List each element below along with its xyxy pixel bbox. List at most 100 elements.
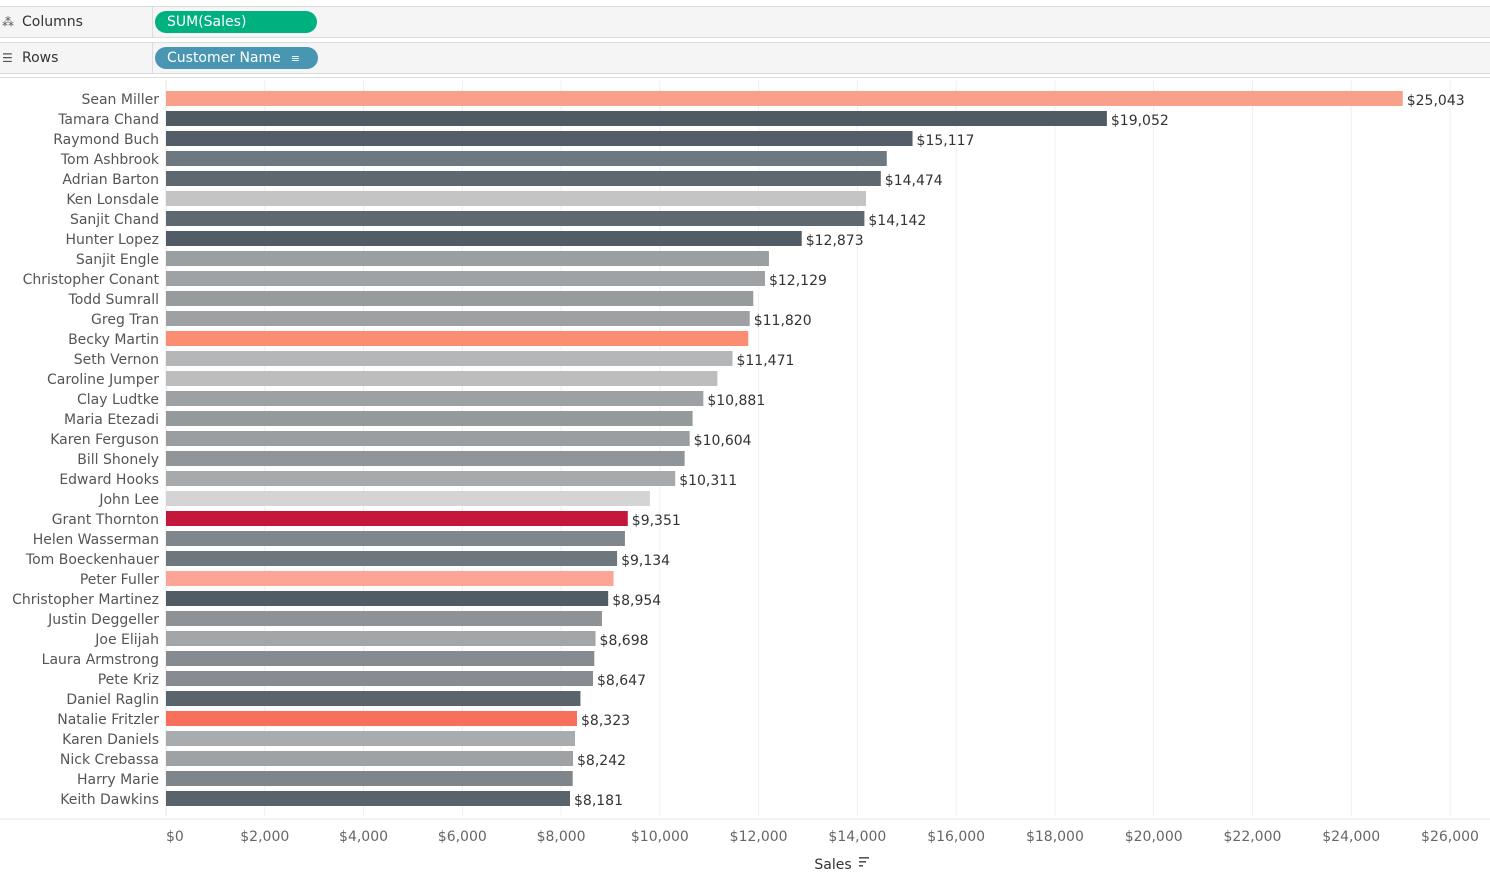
category-label[interactable]: Raymond Buch xyxy=(53,132,159,148)
category-label[interactable]: Daniel Raglin xyxy=(66,692,159,708)
value-label: $12,873 xyxy=(806,233,864,249)
value-label: $9,134 xyxy=(621,553,670,569)
category-label[interactable]: Christopher Martinez xyxy=(12,592,159,608)
value-labels: $25,043 $19,052 $15,117 $14,474 $14,142$12,8… xyxy=(574,93,1465,809)
bar[interactable] xyxy=(166,311,750,326)
category-label[interactable]: Tom Boeckenhauer xyxy=(25,552,159,568)
category-label[interactable]: Pete Kriz xyxy=(98,672,159,688)
x-tick-label: $8,000 xyxy=(537,829,586,845)
bar[interactable] xyxy=(166,451,685,466)
value-label: $10,311 xyxy=(679,473,737,489)
category-label[interactable]: Tom Ashbrook xyxy=(60,152,160,168)
bar[interactable] xyxy=(166,651,595,666)
category-label[interactable]: Becky Martin xyxy=(68,332,159,348)
bar[interactable] xyxy=(166,291,754,306)
bar[interactable] xyxy=(166,491,650,506)
value-label: $14,474 xyxy=(885,173,943,189)
bar[interactable] xyxy=(166,91,1403,106)
bar-chart: Sean Miller Tamara Chand Raymond Buch Tom A… xyxy=(0,80,1490,873)
sort-descending-icon[interactable]: ≡ xyxy=(290,51,300,65)
value-label: $8,181 xyxy=(574,793,623,809)
category-label[interactable]: John Lee xyxy=(98,492,159,508)
category-label[interactable]: Todd Sumrall xyxy=(68,292,159,308)
bar[interactable] xyxy=(166,191,867,206)
bar[interactable] xyxy=(166,691,581,706)
bar[interactable] xyxy=(166,551,618,566)
category-label[interactable]: Helen Wasserman xyxy=(33,532,159,548)
bar[interactable] xyxy=(166,591,609,606)
category-label[interactable]: Adrian Barton xyxy=(62,172,159,188)
bar[interactable] xyxy=(166,771,573,786)
rows-shelf[interactable]: ☰ Rows Customer Name ≡ xyxy=(0,42,1490,74)
category-label[interactable]: Bill Shonely xyxy=(77,452,159,468)
bar[interactable] xyxy=(166,251,769,266)
value-label: $8,323 xyxy=(581,713,630,729)
category-label[interactable]: Greg Tran xyxy=(91,312,159,328)
category-label[interactable]: Seth Vernon xyxy=(74,352,159,368)
bar[interactable] xyxy=(166,391,704,406)
category-label[interactable]: Sean Miller xyxy=(81,92,159,108)
axis-sort-icon[interactable] xyxy=(859,857,869,867)
category-label[interactable]: Hunter Lopez xyxy=(65,232,159,248)
category-label[interactable]: Caroline Jumper xyxy=(47,372,159,388)
bar[interactable] xyxy=(166,731,576,746)
bar[interactable] xyxy=(166,371,718,386)
category-label[interactable]: Sanjit Engle xyxy=(76,252,159,268)
bar[interactable] xyxy=(166,611,602,626)
bar[interactable] xyxy=(166,751,574,766)
category-label[interactable]: Christopher Conant xyxy=(23,272,160,288)
value-label: $11,471 xyxy=(736,353,794,369)
category-label[interactable]: Harry Marie xyxy=(77,772,159,788)
category-label[interactable]: Nick Crebassa xyxy=(60,752,159,768)
x-tick-label: $2,000 xyxy=(240,829,289,845)
category-label[interactable]: Justin Deggeller xyxy=(47,612,159,628)
bar[interactable] xyxy=(166,351,733,366)
value-label: $8,954 xyxy=(612,593,661,609)
category-label[interactable]: Peter Fuller xyxy=(80,572,159,588)
customer-name-pill[interactable]: Customer Name ≡ xyxy=(155,47,318,69)
columns-shelf[interactable]: ⁂ Columns SUM(Sales) xyxy=(0,6,1490,38)
category-label[interactable]: Karen Ferguson xyxy=(50,432,159,448)
bar[interactable] xyxy=(166,131,913,146)
x-axis-title-group[interactable]: Sales xyxy=(814,857,869,873)
category-label[interactable]: Maria Etezadi xyxy=(64,412,159,428)
bar[interactable] xyxy=(166,531,625,546)
bar[interactable] xyxy=(166,471,676,486)
top-strip xyxy=(0,0,1490,5)
category-label[interactable]: Ken Lonsdale xyxy=(66,192,159,208)
x-tick-label: $22,000 xyxy=(1224,829,1282,845)
category-label[interactable]: Grant Thornton xyxy=(52,512,159,528)
category-labels: Sean Miller Tamara Chand Raymond Buch Tom A… xyxy=(12,92,160,808)
x-tick-label: $20,000 xyxy=(1125,829,1183,845)
sum-sales-pill-text: SUM(Sales) xyxy=(167,14,247,30)
bar[interactable] xyxy=(166,151,887,166)
bar[interactable] xyxy=(166,111,1107,126)
bar[interactable] xyxy=(166,711,578,726)
bar[interactable] xyxy=(166,571,614,586)
bar[interactable] xyxy=(166,411,693,426)
bar[interactable] xyxy=(166,431,690,446)
category-label[interactable]: Sanjit Chand xyxy=(70,212,159,228)
bar[interactable] xyxy=(166,511,628,526)
bar[interactable] xyxy=(166,231,802,246)
category-label[interactable]: Clay Ludtke xyxy=(77,392,159,408)
category-label[interactable]: Karen Daniels xyxy=(62,732,159,748)
x-axis-title: Sales xyxy=(814,857,851,873)
bar[interactable] xyxy=(166,631,596,646)
category-label[interactable]: Edward Hooks xyxy=(59,472,159,488)
bar[interactable] xyxy=(166,271,765,286)
bar[interactable] xyxy=(166,331,749,346)
sum-sales-pill[interactable]: SUM(Sales) xyxy=(155,11,317,33)
value-label: $15,117 xyxy=(917,133,975,149)
category-label[interactable]: Laura Armstrong xyxy=(42,652,159,668)
bar[interactable] xyxy=(166,171,881,186)
value-label: $8,242 xyxy=(577,753,626,769)
bar[interactable] xyxy=(166,671,594,686)
bar[interactable] xyxy=(166,791,571,806)
category-label[interactable]: Joe Elijah xyxy=(94,632,159,648)
category-label[interactable]: Natalie Fritzler xyxy=(57,712,159,728)
category-label[interactable]: Keith Dawkins xyxy=(60,792,159,808)
value-label: $12,129 xyxy=(769,273,827,289)
bar[interactable] xyxy=(166,211,865,226)
category-label[interactable]: Tamara Chand xyxy=(57,112,159,128)
